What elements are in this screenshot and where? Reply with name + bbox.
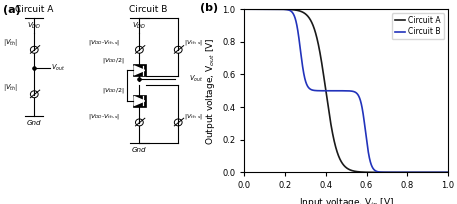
Text: $|V_{th}|$: $|V_{th}|$: [4, 82, 19, 93]
Text: $|V_{th,s}|$: $|V_{th,s}|$: [184, 38, 203, 47]
Circuit B: [320, 90, 325, 92]
Circuit A: [242, 8, 247, 10]
Circuit A: [441, 171, 446, 174]
Text: Gnd: Gnd: [27, 120, 42, 126]
Polygon shape: [134, 96, 144, 105]
Line: Circuit B: Circuit B: [244, 9, 448, 172]
Circuit A: [445, 171, 451, 174]
Text: Circuit B: Circuit B: [129, 5, 168, 14]
Y-axis label: Output voltage, V$_{out}$ [V]: Output voltage, V$_{out}$ [V]: [204, 37, 217, 145]
Bar: [133, 95, 146, 107]
Circuit B: [329, 90, 334, 92]
Circuit A: [320, 67, 325, 69]
Circuit B: [277, 8, 282, 10]
Text: $V_{out}$: $V_{out}$: [189, 73, 203, 84]
Text: $V_{DD}$: $V_{DD}$: [132, 20, 147, 31]
Text: (b): (b): [200, 3, 218, 13]
Circuit B: [441, 171, 446, 174]
Circuit B: [265, 8, 271, 10]
Text: $|V_{DD}/2|$: $|V_{DD}/2|$: [101, 86, 124, 95]
Circuit B: [242, 8, 247, 10]
Polygon shape: [134, 66, 144, 75]
Text: $|V_{DD}$-$V_{th,s}|$: $|V_{DD}$-$V_{th,s}|$: [88, 112, 120, 121]
Circuit A: [265, 8, 271, 10]
Text: (a): (a): [4, 5, 21, 15]
Text: $|V_{th}|$: $|V_{th}|$: [4, 37, 19, 48]
Line: Circuit A: Circuit A: [244, 9, 448, 172]
Text: $V_{DD}$: $V_{DD}$: [27, 20, 42, 31]
Circuit B: [445, 171, 451, 174]
Circuit B: [419, 171, 425, 174]
Circuit A: [277, 8, 282, 10]
Text: $|V_{DD}/2|$: $|V_{DD}/2|$: [101, 56, 124, 65]
Text: $V_{out}$: $V_{out}$: [51, 63, 66, 73]
Bar: [133, 64, 146, 76]
Legend: Circuit A, Circuit B: Circuit A, Circuit B: [392, 13, 444, 39]
Circuit A: [329, 125, 334, 128]
Text: $|V_{th,s}|$: $|V_{th,s}|$: [184, 112, 203, 121]
Text: $|V_{DD}$-$V_{th,s}|$: $|V_{DD}$-$V_{th,s}|$: [88, 38, 120, 47]
Text: Gnd: Gnd: [132, 147, 147, 153]
Circuit A: [419, 171, 425, 174]
Text: Circuit A: Circuit A: [15, 5, 53, 14]
X-axis label: Input voltage, V$_{in}$ [V]: Input voltage, V$_{in}$ [V]: [299, 196, 393, 204]
